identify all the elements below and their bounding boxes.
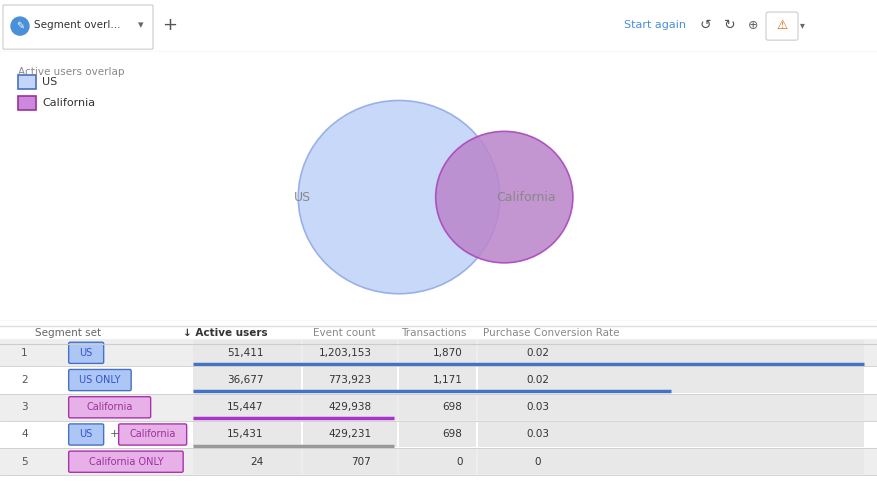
Text: California: California (496, 191, 556, 204)
FancyBboxPatch shape (478, 367, 864, 393)
Text: California: California (130, 429, 176, 439)
Text: 707: 707 (352, 457, 371, 467)
FancyBboxPatch shape (303, 449, 397, 474)
Text: 1,203,153: 1,203,153 (318, 348, 371, 358)
FancyBboxPatch shape (0, 339, 877, 366)
Text: 24: 24 (250, 457, 263, 467)
Text: 698: 698 (443, 429, 462, 439)
Text: 2: 2 (21, 375, 28, 385)
FancyBboxPatch shape (478, 449, 864, 474)
Text: 15,447: 15,447 (227, 402, 263, 413)
FancyBboxPatch shape (68, 424, 103, 445)
FancyBboxPatch shape (0, 394, 877, 421)
Text: US: US (294, 191, 311, 204)
FancyBboxPatch shape (193, 367, 301, 393)
FancyBboxPatch shape (303, 395, 397, 420)
FancyBboxPatch shape (3, 5, 153, 49)
FancyBboxPatch shape (68, 397, 151, 418)
FancyBboxPatch shape (18, 96, 36, 110)
Text: 0: 0 (535, 457, 541, 467)
FancyBboxPatch shape (399, 395, 476, 420)
Text: California: California (42, 98, 95, 108)
Text: 1,870: 1,870 (433, 348, 462, 358)
FancyBboxPatch shape (0, 448, 877, 475)
Text: ↻: ↻ (724, 18, 736, 32)
Text: 0: 0 (456, 457, 462, 467)
Text: 698: 698 (443, 402, 462, 413)
Text: +: + (111, 429, 119, 439)
Text: +: + (162, 16, 177, 34)
Text: 0.03: 0.03 (526, 429, 550, 439)
Circle shape (436, 131, 573, 263)
Text: 429,938: 429,938 (328, 402, 371, 413)
Text: US: US (80, 429, 93, 439)
Text: ⚠: ⚠ (776, 18, 788, 32)
Text: 0.02: 0.02 (526, 375, 550, 385)
Text: 1: 1 (21, 348, 28, 358)
FancyBboxPatch shape (68, 451, 183, 472)
FancyBboxPatch shape (0, 421, 877, 448)
FancyBboxPatch shape (193, 340, 301, 365)
Circle shape (11, 17, 29, 35)
Text: US: US (42, 77, 57, 87)
FancyBboxPatch shape (193, 449, 301, 474)
FancyBboxPatch shape (303, 367, 397, 393)
FancyBboxPatch shape (0, 366, 877, 394)
Text: 51,411: 51,411 (227, 348, 263, 358)
FancyBboxPatch shape (303, 422, 397, 447)
Text: Purchase Conversion Rate: Purchase Conversion Rate (483, 328, 619, 337)
Circle shape (298, 100, 500, 294)
Text: 3: 3 (21, 402, 28, 413)
FancyBboxPatch shape (193, 395, 301, 420)
Text: US: US (80, 348, 93, 358)
Text: California: California (87, 402, 132, 413)
Text: ↓ Active users: ↓ Active users (183, 328, 267, 337)
Text: 429,231: 429,231 (328, 429, 371, 439)
Text: ⊕: ⊕ (748, 18, 759, 32)
Text: 4: 4 (21, 429, 28, 439)
Text: 0.03: 0.03 (526, 402, 550, 413)
FancyBboxPatch shape (478, 422, 864, 447)
Text: 0.02: 0.02 (526, 348, 550, 358)
Text: Transactions: Transactions (401, 328, 467, 337)
Text: ↺: ↺ (700, 18, 711, 32)
Text: Segment overl...: Segment overl... (34, 20, 120, 30)
FancyBboxPatch shape (399, 340, 476, 365)
Text: ▾: ▾ (138, 20, 144, 30)
Text: California ONLY: California ONLY (89, 457, 163, 467)
FancyBboxPatch shape (303, 340, 397, 365)
Text: ✎: ✎ (16, 21, 24, 31)
FancyBboxPatch shape (193, 422, 301, 447)
FancyBboxPatch shape (399, 422, 476, 447)
FancyBboxPatch shape (399, 367, 476, 393)
Text: Start again: Start again (624, 20, 686, 30)
Text: ▾: ▾ (800, 20, 805, 30)
FancyBboxPatch shape (18, 75, 36, 88)
FancyBboxPatch shape (478, 395, 864, 420)
Text: US ONLY: US ONLY (79, 375, 121, 385)
FancyBboxPatch shape (399, 449, 476, 474)
FancyBboxPatch shape (68, 369, 132, 391)
Text: 1,171: 1,171 (432, 375, 462, 385)
Text: Segment set: Segment set (34, 328, 101, 337)
FancyBboxPatch shape (478, 340, 864, 365)
Text: 15,431: 15,431 (227, 429, 263, 439)
Text: 5: 5 (21, 457, 28, 467)
FancyBboxPatch shape (118, 424, 187, 445)
Text: 773,923: 773,923 (328, 375, 371, 385)
Text: Event count: Event count (313, 328, 375, 337)
FancyBboxPatch shape (68, 342, 103, 363)
Text: Active users overlap: Active users overlap (18, 67, 125, 77)
Text: 36,677: 36,677 (227, 375, 263, 385)
FancyBboxPatch shape (766, 12, 798, 40)
